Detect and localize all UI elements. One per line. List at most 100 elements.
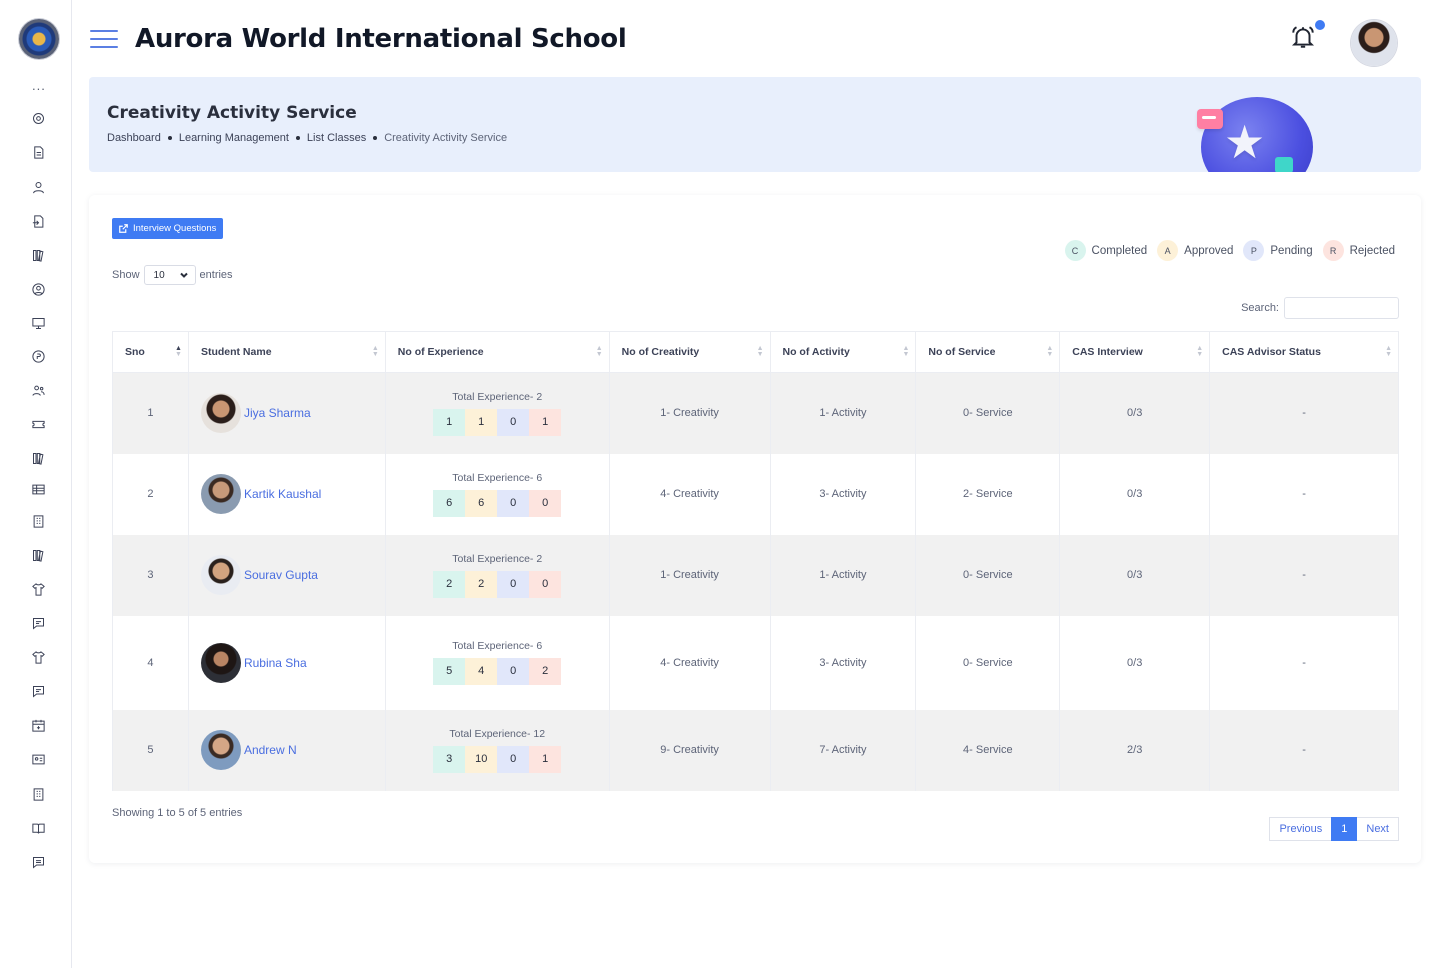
sidebar-settings-icon[interactable] (29, 109, 47, 127)
pending-count[interactable]: 0 (497, 658, 530, 685)
cell-advisor-status: - (1209, 372, 1399, 454)
sidebar-id-card-icon[interactable] (29, 750, 47, 768)
menu-toggle-icon[interactable] (90, 30, 118, 50)
column-header-no-of-creativity[interactable]: No of Creativity ▲ ▼ (608, 331, 771, 373)
cell-sno: 5 (112, 709, 189, 791)
pending-count[interactable]: 0 (497, 745, 530, 773)
breadcrumb-list-classes[interactable]: List Classes (306, 132, 367, 144)
column-header-label: Sno (125, 346, 145, 358)
search-input[interactable] (1284, 297, 1399, 319)
column-header-no-of-service[interactable]: No of Service ▲ ▼ (915, 331, 1061, 373)
sidebar-library-icon[interactable] (29, 449, 47, 467)
column-header-cas-advisor-status[interactable]: CAS Advisor Status ▲ ▼ (1209, 331, 1399, 373)
completed-count[interactable]: 1 (433, 408, 466, 436)
cell-service: 0- Service (915, 372, 1061, 454)
cell-creativity: 4- Creativity (608, 615, 771, 710)
column-header-student-name[interactable]: Student Name ▲ ▼ (187, 331, 386, 373)
sidebar-library-icon[interactable] (29, 546, 47, 564)
pending-count[interactable]: 0 (497, 408, 530, 436)
table-row: 4 Rubina Sha Total Experience- 6 5 4 0 2 4- Cre… (112, 615, 1399, 710)
breadcrumb-dashboard[interactable]: Dashboard (107, 132, 161, 144)
cell-activity: 7- Activity (769, 709, 917, 791)
sidebar-user-icon[interactable] (29, 178, 47, 196)
approved-count[interactable]: 6 (465, 489, 498, 517)
student-avatar (200, 730, 241, 770)
student-link[interactable]: Kartik Kaushal (200, 474, 385, 514)
sort-icon: ▲ ▼ (1196, 345, 1204, 358)
cas-table-card: Interview Questions C Completed A Approved P… (89, 195, 1421, 863)
sidebar-calendar-add-icon[interactable] (29, 716, 47, 734)
completed-count[interactable]: 2 (433, 570, 466, 598)
sidebar-monitor-icon[interactable] (29, 314, 47, 332)
user-avatar[interactable] (1351, 20, 1397, 66)
cell-service: 0- Service (915, 534, 1061, 616)
interview-questions-button[interactable]: Interview Questions (112, 218, 224, 239)
sidebar-building-icon[interactable] (29, 512, 47, 530)
approved-count[interactable]: 4 (465, 658, 498, 685)
student-avatar (200, 393, 241, 434)
legend-chip-approved: A (1157, 240, 1179, 261)
sidebar-ticket-icon[interactable] (29, 415, 47, 433)
completed-count[interactable]: 6 (433, 489, 466, 517)
pending-count[interactable]: 0 (497, 570, 530, 598)
show-entries: Show 10 entries (112, 265, 233, 285)
pagination: Previous 1 Next (1269, 817, 1399, 841)
cell-sno: 4 (112, 615, 189, 710)
more-menu[interactable]: ... (32, 78, 46, 93)
approved-count[interactable]: 10 (465, 745, 498, 773)
sidebar-document-icon[interactable] (29, 143, 47, 161)
column-header-sno[interactable]: Sno ▲ ▼ (112, 331, 189, 373)
student-link[interactable]: Sourav Gupta (200, 555, 385, 595)
rejected-count[interactable]: 2 (529, 658, 562, 685)
sidebar-shirt-icon[interactable] (29, 580, 47, 598)
rejected-count[interactable]: 0 (529, 489, 562, 517)
column-header-label: CAS Interview (1072, 346, 1143, 358)
sidebar-library-icon[interactable] (29, 246, 47, 264)
sidebar-chat-edit-icon[interactable] (29, 614, 47, 632)
next-page-button[interactable]: Next (1357, 817, 1399, 841)
rejected-count[interactable]: 1 (529, 745, 562, 773)
approved-count[interactable]: 2 (465, 570, 498, 598)
page-1-button[interactable]: 1 (1331, 817, 1358, 841)
sidebar-chat-edit-icon[interactable] (29, 682, 47, 700)
school-logo[interactable] (19, 19, 59, 59)
completed-count[interactable]: 5 (433, 658, 466, 685)
sidebar-file-export-icon[interactable] (29, 212, 47, 230)
sidebar-shirt-icon[interactable] (29, 648, 47, 666)
completed-count[interactable]: 3 (433, 745, 466, 773)
student-avatar (200, 474, 241, 514)
cell-cas-interview: 0/3 (1059, 615, 1211, 710)
rejected-count[interactable]: 0 (529, 570, 562, 598)
student-link[interactable]: Rubina Sha (200, 642, 385, 683)
cell-advisor-status: - (1209, 615, 1399, 710)
sidebar-building-icon[interactable] (29, 785, 47, 803)
sidebar-book-open-icon[interactable] (29, 819, 47, 837)
previous-page-button[interactable]: Previous (1269, 817, 1332, 841)
show-label: Show (112, 269, 140, 281)
sidebar-users-icon[interactable] (29, 381, 47, 399)
entries-select[interactable]: 10 (143, 265, 196, 285)
status-legend: C Completed A Approved P Pending R Rejected (1064, 240, 1399, 261)
student-link[interactable]: Jiya Sharma (200, 393, 385, 434)
legend-label-pending: Pending (1270, 244, 1313, 257)
column-header-no-of-experience[interactable]: No of Experience ▲ ▼ (384, 331, 610, 373)
approved-count[interactable]: 1 (465, 408, 498, 436)
cell-activity: 1- Activity (769, 534, 917, 616)
pending-count[interactable]: 0 (497, 489, 530, 517)
cell-student: Andrew N (187, 709, 386, 791)
sidebar-coin-icon[interactable] (29, 347, 47, 365)
student-avatar (200, 555, 241, 595)
sidebar-table-icon[interactable] (29, 480, 47, 498)
cell-student: Jiya Sharma (187, 372, 386, 454)
sidebar-user-circle-icon[interactable] (29, 280, 47, 298)
sidebar-message-icon[interactable] (29, 853, 47, 871)
column-header-cas-interview[interactable]: CAS Interview ▲ ▼ (1059, 331, 1211, 373)
rejected-count[interactable]: 1 (529, 408, 562, 436)
breadcrumb-learning-management[interactable]: Learning Management (178, 132, 289, 144)
column-header-no-of-activity[interactable]: No of Activity ▲ ▼ (769, 331, 917, 373)
notification-bell-icon[interactable] (1290, 24, 1318, 52)
student-link[interactable]: Andrew N (200, 730, 385, 770)
